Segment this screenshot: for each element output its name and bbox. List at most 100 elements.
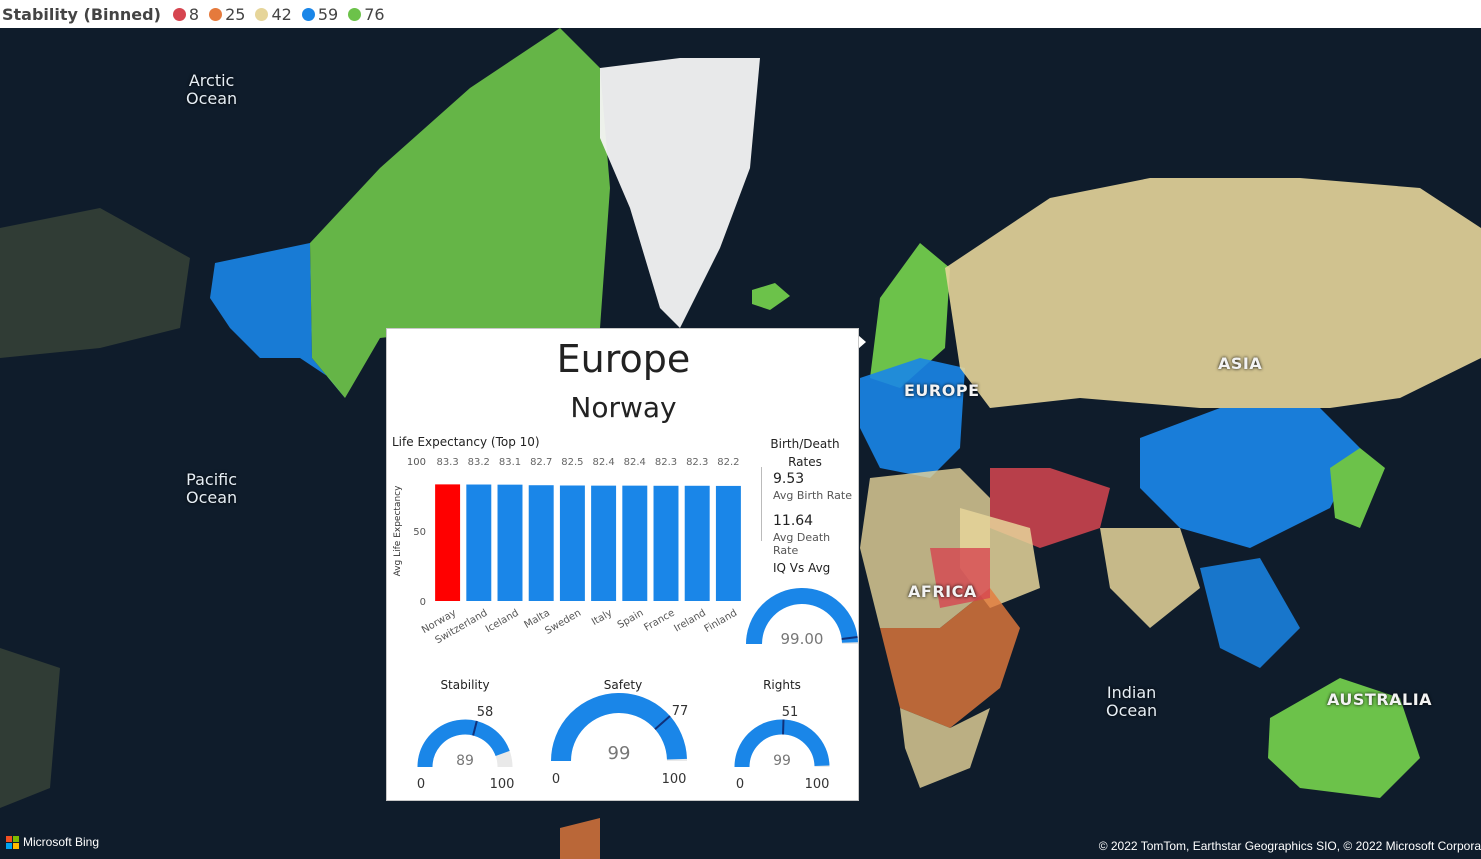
legend-item-59[interactable]: 59 <box>301 4 339 24</box>
bar-value-label: 82.7 <box>530 457 552 468</box>
legend-item-8[interactable]: 8 <box>172 4 200 24</box>
bar-ireland[interactable] <box>684 485 710 601</box>
region-scandinavia <box>870 243 950 388</box>
safety-gauge-title: Safety <box>603 678 643 692</box>
bar-spain[interactable] <box>622 485 648 601</box>
life-chart-title: Life Expectancy (Top 10) <box>392 435 540 449</box>
safety-gauge-target-marker <box>654 715 671 731</box>
legend-item-42[interactable]: 42 <box>255 4 292 24</box>
legend-label: 25 <box>225 4 246 24</box>
bar-sweden[interactable] <box>559 485 585 602</box>
x-tick-label: Italy <box>590 608 614 628</box>
rights-gauge-fill <box>734 719 830 768</box>
legend-title: Stability (Binned) <box>2 4 161 24</box>
rights-gauge: 99 51 0 100 <box>734 705 830 792</box>
bing-logo[interactable]: Microsoft Bing <box>6 835 99 849</box>
bar-malta[interactable] <box>528 485 554 601</box>
region-china <box>1140 408 1360 548</box>
safety-gauge-target: 77 <box>672 704 689 719</box>
region-alaska <box>210 243 345 398</box>
bar-iceland[interactable] <box>497 484 523 601</box>
rights-gauge-value: 99 <box>773 753 791 769</box>
stability-gauge-target: 58 <box>477 705 494 720</box>
death-rate-label: Avg Death Rate <box>773 531 831 557</box>
x-tick-label: Ireland <box>672 608 707 635</box>
bar-value-label: 82.5 <box>561 457 583 468</box>
bar-italy[interactable] <box>591 485 617 601</box>
region-india <box>1100 528 1200 628</box>
legend-dot <box>172 7 186 21</box>
stability-gauge-min: 0 <box>417 777 425 792</box>
region-south-america <box>560 818 600 859</box>
ocean-label-arctic: Arctic Ocean <box>186 71 238 108</box>
tooltip-country-title: Norway <box>570 391 677 424</box>
bar-value-label: 82.4 <box>624 457 646 468</box>
ocean-label-indian: Indian Ocean <box>1106 683 1158 720</box>
rights-gauge-title: Rights <box>763 678 801 692</box>
region-south-africa <box>900 708 990 788</box>
bar-value-label: 83.2 <box>468 457 490 468</box>
region-central-africa <box>880 588 1020 728</box>
bar-switzerland[interactable] <box>466 484 492 601</box>
safety-gauge: 99 77 0 100 <box>551 693 689 787</box>
legend-dot <box>301 7 315 21</box>
iq-gauge-target-marker <box>841 635 858 640</box>
stability-gauge: 89 58 0 100 <box>417 705 515 792</box>
safety-gauge-value: 99 <box>608 743 631 764</box>
rights-gauge-min: 0 <box>736 777 744 792</box>
legend-dot <box>255 7 269 21</box>
rights-gauge-max: 100 <box>805 777 830 792</box>
birth-rate-value: 9.53 <box>773 471 805 487</box>
bar-france[interactable] <box>653 485 679 601</box>
continent-label-africa: AFRICA <box>908 582 977 601</box>
birth-death-title: Birth/Death Rates <box>770 437 840 469</box>
bar-value-label: 82.4 <box>592 457 614 468</box>
iq-gauge-value: 99.00 <box>781 630 824 648</box>
x-tick-label: Iceland <box>484 608 521 636</box>
legend-label: 8 <box>188 4 200 24</box>
x-tick-label: Spain <box>616 608 646 632</box>
legend-item-25[interactable]: 25 <box>209 5 245 24</box>
region-iceland <box>752 283 790 310</box>
map-canvas[interactable] <box>0 28 1481 859</box>
region-japan <box>1330 448 1385 528</box>
region-europe <box>860 358 965 478</box>
y-tick-label: 100 <box>407 457 426 468</box>
region-sw-land <box>0 648 60 808</box>
stability-gauge-value: 89 <box>456 753 474 769</box>
region-tooltip: Europe Norway Life Expectancy (Top 10) 0… <box>386 328 859 801</box>
y-tick-label: 50 <box>413 527 426 538</box>
legend-label: 59 <box>317 4 339 24</box>
iq-gauge-title: IQ Vs Avg <box>773 561 831 575</box>
map-legend: Stability (Binned) 8 25 42 59 76 <box>0 0 1481 28</box>
safety-gauge-max: 100 <box>662 772 687 787</box>
region-russia <box>945 178 1481 408</box>
world-map[interactable]: Arctic Ocean Pacific Ocean Indian Ocean … <box>0 28 1481 859</box>
bar-value-label: 83.3 <box>436 457 458 468</box>
legend-dot <box>348 7 362 21</box>
tooltip-region-title: Europe <box>556 337 691 381</box>
ocean-label-pacific: Pacific Ocean <box>186 470 238 507</box>
legend-label: 76 <box>364 4 385 24</box>
stability-gauge-title: Stability <box>440 678 490 692</box>
bing-label: Microsoft Bing <box>23 835 100 849</box>
bar-value-label: 82.2 <box>717 457 739 468</box>
safety-gauge-fill <box>551 693 687 762</box>
rights-gauge-target: 51 <box>782 705 799 720</box>
region-greenland <box>600 58 760 328</box>
y-axis-label: Avg Life Expectancy <box>393 485 403 577</box>
tooltip-pointer <box>858 335 866 349</box>
x-tick-label: France <box>642 608 676 634</box>
bar-norway[interactable] <box>435 484 461 601</box>
region-canada <box>310 28 610 398</box>
bar-finland[interactable] <box>715 485 741 601</box>
continent-label-asia: ASIA <box>1218 354 1263 373</box>
death-rate-value: 11.64 <box>773 513 814 529</box>
legend-item-76[interactable]: 76 <box>348 4 385 24</box>
bar-value-label: 83.1 <box>499 457 521 468</box>
birth-rate-label: Avg Birth Rate <box>773 489 852 502</box>
y-tick-label: 0 <box>420 597 426 608</box>
legend-label: 42 <box>271 4 292 24</box>
region-australia <box>1268 678 1420 798</box>
